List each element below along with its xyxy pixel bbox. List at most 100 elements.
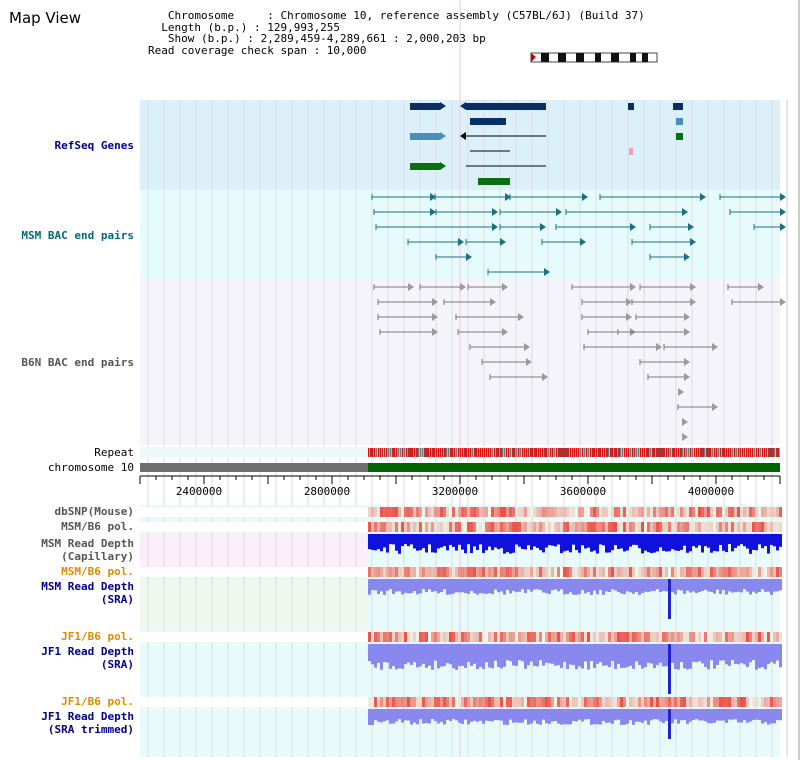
jf1-b6-pol-trimmed-strip-cell	[482, 697, 485, 707]
jf1-b6-pol-strip-cell	[458, 632, 461, 642]
jf1-b6-pol-strip-cell	[533, 632, 536, 642]
msm-b6-pol-strip-cell	[767, 522, 770, 532]
jf1-depth-trimmed-bar	[473, 709, 476, 721]
msm-b6-pol-sra-strip-cell	[653, 567, 656, 577]
repeat-segment	[678, 448, 680, 457]
msm-depth-capillary-bar	[548, 534, 551, 546]
msm-depth-sra-bar	[413, 579, 416, 592]
jf1-b6-pol-trimmed-strip-cell	[710, 697, 713, 707]
dbsnp-strip-cell	[461, 507, 464, 517]
jf1-b6-pol-trimmed-strip-cell	[416, 697, 419, 707]
msm-depth-capillary-bar	[374, 534, 377, 551]
msm-b6-pol-sra-strip-cell	[695, 567, 698, 577]
jf1-b6-pol-strip-cell	[674, 632, 677, 642]
repeat-segment	[708, 448, 710, 457]
jf1-b6-pol-trimmed-strip-cell	[383, 697, 386, 707]
msm-depth-capillary-bar	[425, 534, 428, 553]
track-label-jf1-depth-sra[interactable]: JF1 Read Depth (SRA)	[41, 645, 134, 671]
msm-b6-pol-strip-cell	[554, 522, 557, 532]
msm-depth-sra-bar	[542, 579, 545, 593]
jf1-b6-pol-strip-cell	[617, 632, 620, 642]
msm-b6-pol-strip-cell	[470, 522, 473, 532]
refseq-gene	[628, 103, 634, 110]
jf1-depth-sra-bar	[692, 644, 695, 662]
repeat-segment	[548, 448, 550, 457]
track-label-msm-depth-capillary[interactable]: MSM Read Depth (Capillary)	[41, 537, 134, 563]
msm-b6-pol-strip-cell	[725, 522, 728, 532]
msm-depth-capillary-bar	[674, 534, 677, 551]
msm-b6-pol-strip-cell	[536, 522, 539, 532]
repeat-segment	[624, 448, 626, 457]
sra-depth-bg	[140, 578, 368, 628]
msm-depth-sra-bar	[398, 579, 401, 592]
msm-depth-capillary-bar	[650, 534, 653, 554]
dbsnp-strip-cell	[536, 507, 539, 517]
track-label-b6n-bac[interactable]: B6N BAC end pairs	[21, 356, 134, 369]
jf1-b6-pol-strip-cell	[578, 632, 581, 642]
msm-b6-pol-strip-cell	[455, 522, 458, 532]
track-label-dbsnp[interactable]: dbSNP(Mouse)	[54, 505, 134, 518]
track-label-jf1-b6-pol-trimmed[interactable]: JF1/B6 pol.	[61, 695, 134, 708]
dbsnp-strip-cell	[680, 507, 683, 517]
dbsnp-strip-cell	[575, 507, 578, 517]
msm-b6-pol-sra-strip-cell	[374, 567, 377, 577]
repeat-segment	[492, 448, 494, 457]
repeat-segment	[406, 448, 408, 457]
track-label-refseq-genes[interactable]: RefSeq Genes	[54, 139, 134, 152]
track-label-jf1-depth-trimmed[interactable]: JF1 Read Depth (SRA trimmed)	[41, 710, 134, 736]
jf1-b6-pol-trimmed-strip-cell	[665, 697, 668, 707]
jf1-b6-pol-trimmed-strip-cell	[656, 697, 659, 707]
msm-depth-sra-bar	[695, 579, 698, 594]
jf1-b6-pol-strip-cell	[749, 632, 752, 642]
msm-depth-capillary-bar	[722, 534, 725, 551]
msm-b6-pol-strip-cell	[392, 522, 395, 532]
dbsnp-strip-cell	[761, 507, 764, 517]
msm-depth-sra-bar	[581, 579, 584, 591]
msm-depth-capillary-bar	[626, 534, 629, 551]
msm-depth-capillary-bar	[740, 534, 743, 545]
msm-b6-pol-strip-cell	[719, 522, 722, 532]
jf1-depth-trimmed-bar	[752, 709, 755, 721]
track-label-jf1-b6-pol[interactable]: JF1/B6 pol.	[61, 630, 134, 643]
jf1-b6-pol-strip-cell	[476, 632, 479, 642]
jf1-b6-pol-strip-cell	[428, 632, 431, 642]
msm-b6-pol-sra-strip-cell	[734, 567, 737, 577]
msm-depth-capillary-bar	[530, 534, 533, 550]
msm-depth-sra-bar	[617, 579, 620, 593]
msm-depth-sra-bar	[509, 579, 512, 594]
track-label-msm-b6-pol[interactable]: MSM/B6 pol.	[61, 520, 134, 533]
track-label-msm-depth-sra[interactable]: MSM Read Depth (SRA)	[41, 580, 134, 606]
dbsnp-strip-cell	[464, 507, 467, 517]
msm-b6-pol-sra-strip-cell	[716, 567, 719, 577]
dbsnp-strip-cell	[509, 507, 512, 517]
jf1-depth-trimmed-bar	[536, 709, 539, 724]
msm-b6-pol-sra-strip-cell	[758, 567, 761, 577]
bac-end-arrow	[490, 298, 496, 306]
jf1-b6-pol-strip-cell	[629, 632, 632, 642]
repeat-segment	[444, 448, 446, 457]
jf1-depth-sra-bar	[449, 644, 452, 665]
dbsnp-strip-cell	[368, 507, 371, 517]
jf1-depth-sra-bar	[602, 644, 605, 666]
repeat-segment	[480, 448, 482, 457]
msm-b6-pol-strip-cell	[641, 522, 644, 532]
jf1-b6-pol-trimmed-strip-cell	[470, 697, 473, 707]
jf1-depth-trimmed-bar	[734, 709, 737, 720]
msm-b6-pol-sra-strip-cell	[725, 567, 728, 577]
repeat-segment	[732, 448, 734, 457]
jf1-b6-pol-trimmed-strip-cell	[548, 697, 551, 707]
repeat-segment	[474, 448, 476, 457]
repeat-segment	[604, 448, 606, 457]
bac-end-arrow	[542, 373, 548, 381]
track-label-msm-b6-pol-sra[interactable]: MSM/B6 pol.	[61, 565, 134, 578]
msm-b6-pol-strip-cell	[398, 522, 401, 532]
jf1-depth-trimmed-bar	[605, 709, 608, 723]
jf1-depth-trimmed-bar	[725, 709, 728, 723]
msm-b6-pol-strip-cell	[701, 522, 704, 532]
jf1-depth-sra-bar	[530, 644, 533, 662]
jf1-depth-sra-bar	[503, 644, 506, 667]
track-label-msm-bac[interactable]: MSM BAC end pairs	[21, 229, 134, 242]
dbsnp-strip-cell	[581, 507, 584, 517]
jf1-b6-pol-strip-cell	[662, 632, 665, 642]
